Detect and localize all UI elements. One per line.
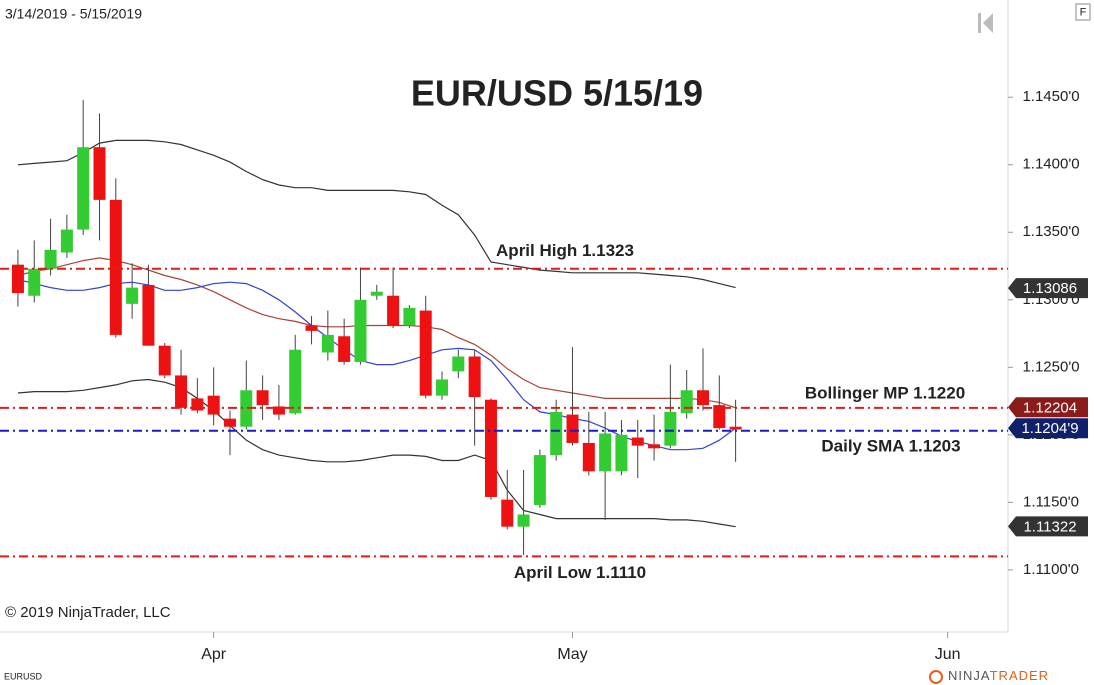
y-tick-label: 1.1400'0 bbox=[1022, 156, 1079, 173]
candle-body bbox=[158, 345, 171, 376]
price-marker bbox=[1008, 516, 1088, 537]
price-marker-label: 1.11322 bbox=[1023, 518, 1076, 535]
candle-body bbox=[501, 499, 514, 527]
indicator-line bbox=[17, 278, 736, 451]
brand-prefix: NINJA bbox=[948, 668, 990, 683]
candle-body bbox=[403, 307, 416, 326]
candle-body bbox=[419, 310, 432, 396]
x-tick-label: May bbox=[557, 646, 587, 663]
instrument: EURUSD bbox=[4, 671, 43, 681]
scroll-icon[interactable] bbox=[978, 13, 993, 33]
candle-body bbox=[436, 379, 449, 396]
candle-body bbox=[713, 405, 726, 429]
price-marker-label: 1.1204'9 bbox=[1021, 420, 1078, 437]
candle-body bbox=[223, 418, 236, 427]
price-marker-label: 1.13086 bbox=[1023, 280, 1077, 297]
candle-body bbox=[240, 390, 253, 427]
brand: NINJATRADER bbox=[948, 668, 1049, 683]
candle-body bbox=[175, 375, 188, 408]
candle-body bbox=[207, 395, 220, 415]
candle-body bbox=[566, 414, 579, 443]
y-tick-label: 1.1450'0 bbox=[1022, 88, 1079, 105]
y-tick-label: 1.1100'0 bbox=[1023, 561, 1079, 578]
scroll-icon-bar bbox=[978, 13, 981, 33]
candle-body bbox=[599, 433, 612, 472]
candle-body bbox=[354, 299, 367, 362]
date-range: 3/14/2019 - 5/15/2019 bbox=[5, 6, 142, 22]
candle-body bbox=[615, 434, 628, 472]
candle-body bbox=[582, 442, 595, 472]
candle-body bbox=[631, 437, 644, 446]
brand-icon bbox=[929, 670, 943, 684]
price-marker-label: 1.12204 bbox=[1023, 399, 1077, 416]
candle-body bbox=[11, 264, 24, 294]
y-tick-label: 1.1250'0 bbox=[1022, 358, 1079, 375]
indicator-line bbox=[17, 139, 736, 289]
candle-body bbox=[452, 356, 465, 372]
candle-body bbox=[696, 390, 709, 406]
copyright: © 2019 NinjaTrader, LLC bbox=[5, 604, 171, 621]
candle-body bbox=[142, 284, 155, 346]
price-marker bbox=[1008, 397, 1088, 418]
price-marker bbox=[1008, 418, 1088, 439]
candle-body bbox=[109, 199, 122, 335]
candle-body bbox=[550, 411, 563, 456]
corner-button[interactable] bbox=[1075, 3, 1091, 21]
candle-body bbox=[44, 249, 57, 269]
candle-body bbox=[729, 426, 742, 430]
level-label: April Low 1.1110 bbox=[514, 563, 646, 582]
candle-body bbox=[370, 291, 383, 296]
scroll-icon-arrow bbox=[983, 13, 993, 33]
candle-body bbox=[517, 514, 530, 527]
candle-body bbox=[484, 399, 497, 497]
candle-body bbox=[256, 390, 269, 406]
candle-body bbox=[533, 455, 546, 506]
level-label: April High 1.1323 bbox=[496, 241, 634, 260]
candle-body bbox=[680, 390, 693, 414]
candle-body bbox=[338, 336, 351, 362]
y-tick-label: 1.1350'0 bbox=[1022, 223, 1079, 240]
candle-body bbox=[289, 349, 302, 414]
candle-body bbox=[272, 406, 285, 415]
candle-body bbox=[126, 287, 139, 304]
candle-body bbox=[305, 325, 318, 331]
price-marker bbox=[1008, 278, 1088, 299]
candle-body bbox=[321, 334, 334, 353]
indicator-line bbox=[17, 378, 736, 528]
level-label: Daily SMA 1.1203 bbox=[821, 436, 960, 455]
indicator-line bbox=[17, 257, 736, 409]
candle-body bbox=[387, 295, 400, 326]
candle-body bbox=[77, 147, 90, 230]
x-tick-label: Apr bbox=[201, 646, 227, 663]
corner-button-label: F bbox=[1080, 6, 1087, 18]
candle-body bbox=[664, 411, 677, 446]
candle-body bbox=[648, 444, 661, 449]
candle-body bbox=[28, 268, 41, 296]
candle-body bbox=[60, 229, 73, 253]
chart-title: EUR/USD 5/15/19 bbox=[411, 73, 703, 114]
level-label: Bollinger MP 1.1220 bbox=[805, 383, 965, 402]
y-tick-label: 1.1150'0 bbox=[1023, 493, 1079, 510]
x-tick-label: Jun bbox=[935, 646, 961, 663]
candle-body bbox=[468, 356, 481, 398]
candle-body bbox=[93, 147, 106, 200]
brand-suffix: TRADER bbox=[990, 668, 1049, 683]
